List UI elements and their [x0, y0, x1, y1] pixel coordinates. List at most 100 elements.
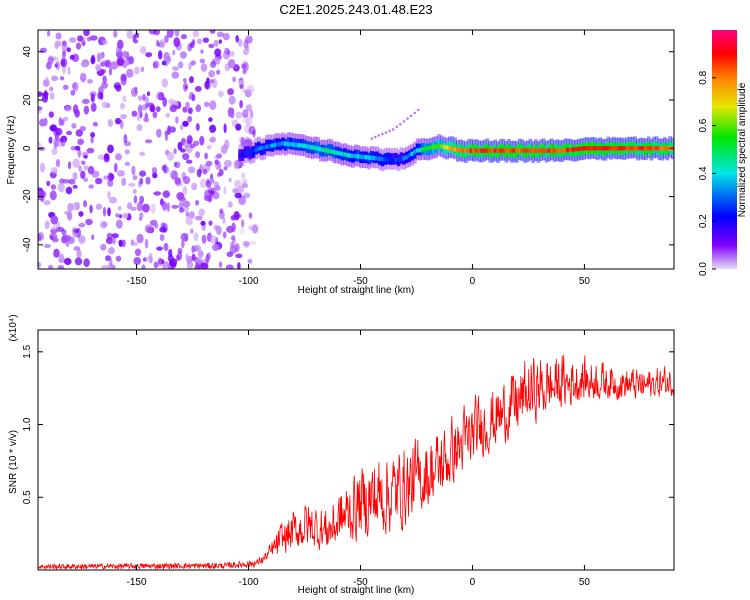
- noise-blob: [58, 137, 64, 143]
- ridge-core-cell: [568, 147, 573, 152]
- noise-blob: [65, 186, 73, 195]
- noise-blob: [225, 264, 234, 269]
- noise-blob: [236, 185, 244, 194]
- ridge-core-cell: [254, 147, 259, 152]
- streak-point: [370, 137, 374, 140]
- spectrogram-ridge: [238, 132, 674, 172]
- streak-point: [388, 129, 391, 133]
- x-tick-label: 50: [579, 276, 591, 287]
- noise-blob: [242, 48, 249, 56]
- noise-blob: [124, 161, 131, 166]
- snr-y-label: SNR (10 * v/v): [8, 430, 19, 494]
- noise-blob: [159, 234, 165, 242]
- streak-point: [381, 132, 384, 136]
- ridge-core-cell: [456, 147, 460, 152]
- noise-blob: [233, 159, 240, 170]
- noise-blob: [138, 95, 143, 101]
- noise-blob: [233, 211, 240, 221]
- noise-blob: [210, 61, 217, 68]
- ridge-core-cell: [595, 146, 600, 151]
- noise-blob: [122, 50, 128, 59]
- noise-blob: [105, 59, 112, 68]
- noise-blob: [41, 93, 49, 103]
- noise-blob: [91, 234, 95, 241]
- noise-blob: [70, 89, 76, 96]
- ridge-core-cell: [474, 148, 479, 153]
- noise-blob: [117, 39, 124, 50]
- noise-blob: [64, 257, 72, 266]
- ridge-core-cell: [356, 154, 361, 159]
- noise-blob: [239, 100, 243, 109]
- colorbar-tick-label: 0.6: [698, 118, 709, 132]
- noise-blob: [51, 167, 58, 174]
- noise-blob: [130, 206, 137, 211]
- noise-blob: [208, 70, 216, 78]
- noise-blob: [136, 124, 143, 132]
- ridge-core-cell: [563, 148, 568, 153]
- noise-blob: [67, 202, 74, 212]
- ridge-core-cell: [434, 144, 439, 149]
- noise-blob: [249, 240, 257, 246]
- noise-blob: [122, 213, 129, 219]
- ridge-core-cell: [611, 146, 616, 151]
- noise-blob: [165, 112, 170, 118]
- noise-blob: [101, 39, 108, 45]
- x-tick-label: -150: [127, 577, 147, 588]
- ridge-core-cell: [534, 148, 538, 153]
- noise-blob: [131, 241, 139, 246]
- ridge-core-cell: [335, 150, 339, 155]
- noise-blob: [204, 152, 208, 160]
- noise-blob: [92, 121, 98, 127]
- ridge-core-cell: [391, 158, 396, 163]
- x-tick-label: -150: [127, 276, 147, 287]
- noise-blob: [50, 184, 57, 190]
- ridge-core-cell: [310, 145, 315, 150]
- noise-blob: [202, 168, 208, 175]
- noise-blob: [183, 82, 188, 92]
- noise-blob: [157, 257, 163, 267]
- noise-blob: [248, 212, 253, 219]
- spectrogram-x-axis: -150 -100 -50 0 50: [127, 30, 591, 287]
- noise-blob: [71, 123, 77, 129]
- noise-blob: [114, 162, 118, 173]
- noise-blob: [148, 252, 153, 261]
- ridge-core-cell: [499, 148, 503, 153]
- noise-blob: [58, 253, 65, 263]
- noise-blob: [247, 258, 253, 264]
- noise-blob: [241, 219, 245, 228]
- ridge-core-cell: [507, 148, 511, 153]
- ridge-core-cell: [284, 141, 288, 146]
- ridge-core-cell: [337, 151, 342, 156]
- noise-blob: [159, 226, 167, 233]
- noise-blob: [81, 151, 89, 156]
- noise-blob: [108, 246, 115, 255]
- noise-blob: [186, 135, 193, 145]
- ridge-core-cell: [265, 144, 269, 149]
- noise-blob: [78, 222, 86, 228]
- noise-blob: [202, 37, 209, 43]
- noise-blob: [141, 104, 148, 111]
- noise-blob: [66, 211, 73, 221]
- ridge-core-cell: [649, 146, 654, 151]
- noise-blob: [79, 126, 86, 132]
- noise-blob: [49, 124, 58, 132]
- ridge-core-cell: [270, 143, 275, 148]
- noise-blob: [174, 161, 181, 169]
- noise-blob: [81, 160, 86, 166]
- colorbar-ticks: 0.0 0.2 0.4 0.6 0.8: [698, 70, 716, 276]
- streak-point: [402, 120, 406, 123]
- noise-blob: [43, 117, 48, 127]
- ridge-core-cell: [466, 148, 471, 153]
- noise-blob: [38, 142, 41, 147]
- noise-blob: [55, 32, 62, 40]
- noise-blob: [75, 42, 82, 50]
- noise-blob: [235, 123, 242, 131]
- noise-blob: [87, 79, 93, 84]
- noise-blob: [171, 204, 179, 209]
- noise-blob: [232, 187, 238, 194]
- noise-blob: [197, 38, 203, 45]
- noise-blob: [133, 257, 141, 265]
- snr-frame: [37, 329, 675, 571]
- ridge-core-cell: [482, 148, 487, 153]
- noise-blob: [73, 228, 80, 234]
